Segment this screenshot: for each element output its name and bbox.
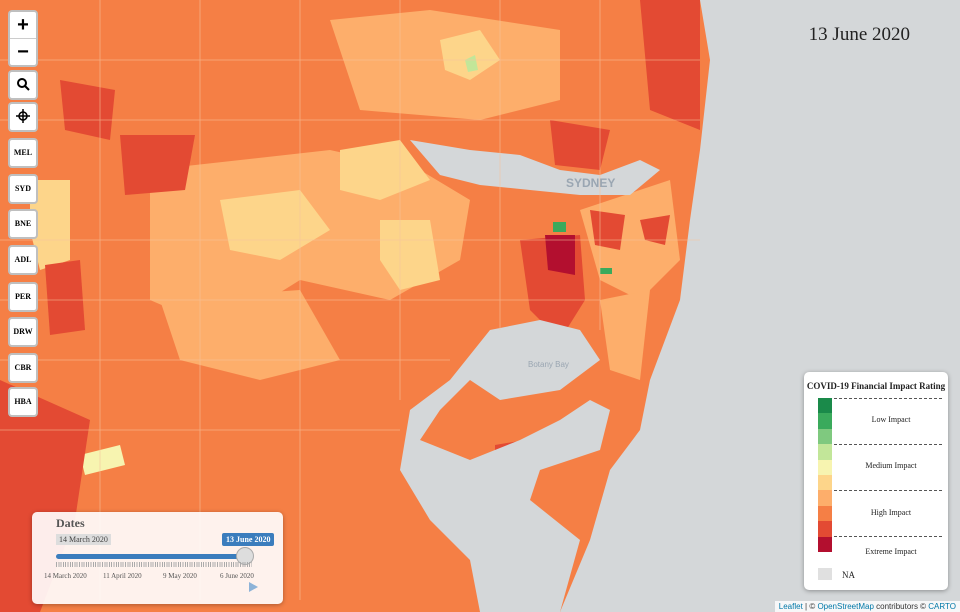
date-slider-panel: Dates 14 March 2020 13 June 2020 14 Marc… xyxy=(32,512,283,604)
bay-water xyxy=(400,320,610,612)
legend-group-high: High Impact xyxy=(870,508,912,517)
slider-min-label: 14 March 2020 xyxy=(56,534,111,545)
region xyxy=(30,180,70,270)
city-button-adl[interactable]: ADL xyxy=(8,245,38,275)
region xyxy=(160,290,340,380)
slider-ticks xyxy=(56,562,252,567)
city-button-bne[interactable]: BNE xyxy=(8,209,38,239)
city-button-per[interactable]: PER xyxy=(8,282,38,312)
zoom-out-button[interactable]: − xyxy=(10,38,36,65)
region xyxy=(380,220,440,290)
slider-tick-label: 9 May 2020 xyxy=(163,572,197,580)
legend-divider xyxy=(834,444,942,445)
city-button-syd[interactable]: SYD xyxy=(8,174,38,204)
region xyxy=(550,120,610,170)
attribution-text: contributors © xyxy=(873,602,929,611)
current-date-title: 13 June 2020 xyxy=(808,24,910,45)
region xyxy=(553,222,566,232)
slider-tick-label: 11 April 2020 xyxy=(103,572,142,580)
legend-swatch xyxy=(818,536,832,552)
legend-group-low: Low Impact xyxy=(871,415,911,424)
legend-group-extreme: Extreme Impact xyxy=(865,547,917,556)
legend-divider xyxy=(834,490,942,491)
region xyxy=(120,135,195,195)
play-icon[interactable] xyxy=(249,582,258,592)
city-label: SYDNEY xyxy=(566,176,615,190)
suburb-borders xyxy=(0,0,700,600)
region xyxy=(60,80,115,140)
harbour-water xyxy=(410,140,660,195)
city-button-cbr[interactable]: CBR xyxy=(8,353,38,383)
region xyxy=(440,30,500,80)
legend-swatch xyxy=(818,428,832,445)
attribution: Leaflet | © OpenStreetMap contributors ©… xyxy=(774,601,960,612)
legend-swatch xyxy=(818,398,832,414)
region xyxy=(600,268,612,274)
region xyxy=(45,260,85,335)
legend-swatch xyxy=(818,459,832,475)
legend-divider xyxy=(834,398,942,399)
legend: COVID-19 Financial Impact Rating Low Imp… xyxy=(804,372,948,590)
region xyxy=(545,235,575,275)
legend-swatch xyxy=(818,490,832,506)
region xyxy=(640,215,670,245)
region xyxy=(590,210,625,250)
region xyxy=(0,380,90,612)
legend-swatch xyxy=(818,413,832,429)
legend-swatch xyxy=(818,444,832,460)
slider-track[interactable] xyxy=(56,554,252,559)
region xyxy=(340,140,430,200)
zoom-in-button[interactable]: + xyxy=(17,14,29,36)
slider-title: Dates xyxy=(56,516,85,530)
legend-title: COVID-19 Financial Impact Rating xyxy=(806,381,946,391)
region xyxy=(465,55,478,72)
legend-swatch xyxy=(818,505,832,522)
search-icon xyxy=(17,78,30,91)
city-button-drw[interactable]: DRW xyxy=(8,317,38,347)
region xyxy=(640,0,700,130)
region xyxy=(220,190,330,260)
region xyxy=(600,290,650,380)
search-button[interactable] xyxy=(8,70,38,100)
slider-current-label: 13 June 2020 xyxy=(222,533,275,546)
legend-swatch xyxy=(818,521,832,537)
leaflet-link[interactable]: Leaflet xyxy=(778,602,803,611)
legend-na-label: NA xyxy=(842,570,855,580)
carto-link[interactable]: CARTO xyxy=(928,602,956,611)
city-button-hba[interactable]: HBA xyxy=(8,387,38,417)
bay-label: Botany Bay xyxy=(528,360,569,369)
osm-link[interactable]: OpenStreetMap xyxy=(817,602,874,611)
region xyxy=(80,445,125,475)
slider-tick-label: 14 March 2020 xyxy=(44,572,87,580)
crosshair-icon xyxy=(16,109,30,123)
slider-tick-label: 6 June 2020 xyxy=(220,572,254,580)
city-button-mel[interactable]: MEL xyxy=(8,138,38,168)
legend-swatch-na xyxy=(818,568,832,580)
attribution-text: | © xyxy=(802,602,818,611)
legend-swatch xyxy=(818,475,832,491)
legend-group-medium: Medium Impact xyxy=(865,461,917,470)
zoom-control: + − xyxy=(8,10,38,67)
locate-button[interactable] xyxy=(8,102,38,132)
legend-divider xyxy=(834,536,942,537)
